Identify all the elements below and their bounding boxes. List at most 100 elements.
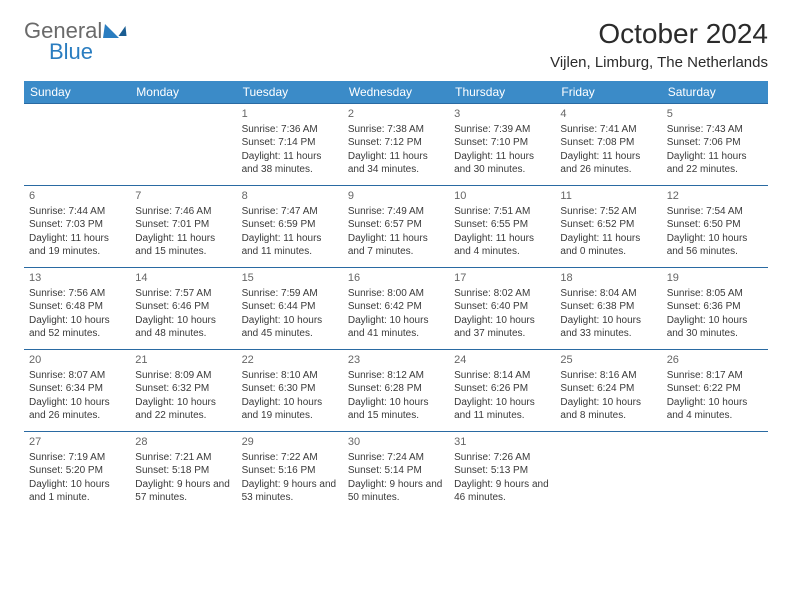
day-number: 27 [29, 435, 125, 450]
day-number: 28 [135, 435, 231, 450]
daylight-text: Daylight: 11 hours and 26 minutes. [560, 150, 656, 177]
day-number: 6 [29, 189, 125, 204]
daylight-text: Daylight: 11 hours and 4 minutes. [454, 232, 550, 259]
daylight-text: Daylight: 9 hours and 50 minutes. [348, 478, 444, 505]
sunset-text: Sunset: 6:22 PM [667, 382, 763, 396]
sunset-text: Sunset: 7:12 PM [348, 136, 444, 150]
sunrise-text: Sunrise: 7:26 AM [454, 451, 550, 465]
calendar-day-cell: 24Sunrise: 8:14 AMSunset: 6:26 PMDayligh… [449, 350, 555, 432]
sunset-text: Sunset: 7:01 PM [135, 218, 231, 232]
sunset-text: Sunset: 6:38 PM [560, 300, 656, 314]
calendar-day-cell: 30Sunrise: 7:24 AMSunset: 5:14 PMDayligh… [343, 432, 449, 514]
calendar-week-row: 13Sunrise: 7:56 AMSunset: 6:48 PMDayligh… [24, 268, 768, 350]
calendar-day-cell: 31Sunrise: 7:26 AMSunset: 5:13 PMDayligh… [449, 432, 555, 514]
calendar-day-cell: 13Sunrise: 7:56 AMSunset: 6:48 PMDayligh… [24, 268, 130, 350]
sunrise-text: Sunrise: 7:21 AM [135, 451, 231, 465]
calendar-day-cell: 27Sunrise: 7:19 AMSunset: 5:20 PMDayligh… [24, 432, 130, 514]
daylight-text: Daylight: 10 hours and 8 minutes. [560, 396, 656, 423]
sunset-text: Sunset: 6:36 PM [667, 300, 763, 314]
sunrise-text: Sunrise: 7:51 AM [454, 205, 550, 219]
sunrise-text: Sunrise: 7:36 AM [242, 123, 338, 137]
calendar-day-cell: 8Sunrise: 7:47 AMSunset: 6:59 PMDaylight… [237, 186, 343, 268]
sunset-text: Sunset: 5:14 PM [348, 464, 444, 478]
calendar-day-cell: 15Sunrise: 7:59 AMSunset: 6:44 PMDayligh… [237, 268, 343, 350]
daylight-text: Daylight: 10 hours and 52 minutes. [29, 314, 125, 341]
day-number: 24 [454, 353, 550, 368]
sunset-text: Sunset: 6:30 PM [242, 382, 338, 396]
calendar-day-cell: 19Sunrise: 8:05 AMSunset: 6:36 PMDayligh… [662, 268, 768, 350]
sunset-text: Sunset: 6:48 PM [29, 300, 125, 314]
sunset-text: Sunset: 6:32 PM [135, 382, 231, 396]
sunrise-text: Sunrise: 7:47 AM [242, 205, 338, 219]
calendar-day-cell: 25Sunrise: 8:16 AMSunset: 6:24 PMDayligh… [555, 350, 661, 432]
sunset-text: Sunset: 6:44 PM [242, 300, 338, 314]
sunrise-text: Sunrise: 7:57 AM [135, 287, 231, 301]
sunset-text: Sunset: 6:57 PM [348, 218, 444, 232]
day-number: 25 [560, 353, 656, 368]
calendar-day-cell [662, 432, 768, 514]
sunrise-text: Sunrise: 7:24 AM [348, 451, 444, 465]
daylight-text: Daylight: 10 hours and 48 minutes. [135, 314, 231, 341]
day-number: 7 [135, 189, 231, 204]
daylight-text: Daylight: 11 hours and 30 minutes. [454, 150, 550, 177]
day-number: 14 [135, 271, 231, 286]
sunset-text: Sunset: 6:55 PM [454, 218, 550, 232]
sunrise-text: Sunrise: 8:00 AM [348, 287, 444, 301]
sunrise-text: Sunrise: 7:43 AM [667, 123, 763, 137]
day-number: 4 [560, 107, 656, 122]
weekday-header: Friday [555, 81, 661, 104]
sunset-text: Sunset: 6:52 PM [560, 218, 656, 232]
sunrise-text: Sunrise: 8:02 AM [454, 287, 550, 301]
daylight-text: Daylight: 10 hours and 41 minutes. [348, 314, 444, 341]
sunset-text: Sunset: 7:14 PM [242, 136, 338, 150]
sunrise-text: Sunrise: 7:46 AM [135, 205, 231, 219]
calendar-day-cell: 26Sunrise: 8:17 AMSunset: 6:22 PMDayligh… [662, 350, 768, 432]
sunrise-text: Sunrise: 7:38 AM [348, 123, 444, 137]
sunset-text: Sunset: 6:24 PM [560, 382, 656, 396]
sunset-text: Sunset: 5:18 PM [135, 464, 231, 478]
daylight-text: Daylight: 11 hours and 19 minutes. [29, 232, 125, 259]
sunrise-text: Sunrise: 7:54 AM [667, 205, 763, 219]
logo-sail-icon [118, 26, 127, 36]
daylight-text: Daylight: 11 hours and 7 minutes. [348, 232, 444, 259]
daylight-text: Daylight: 10 hours and 4 minutes. [667, 396, 763, 423]
calendar-day-cell: 10Sunrise: 7:51 AMSunset: 6:55 PMDayligh… [449, 186, 555, 268]
calendar-page: General Blue October 2024 Vijlen, Limbur… [0, 0, 792, 532]
calendar-week-row: 1Sunrise: 7:36 AMSunset: 7:14 PMDaylight… [24, 104, 768, 186]
sunrise-text: Sunrise: 8:16 AM [560, 369, 656, 383]
sunrise-text: Sunrise: 8:09 AM [135, 369, 231, 383]
daylight-text: Daylight: 10 hours and 1 minute. [29, 478, 125, 505]
sunrise-text: Sunrise: 7:41 AM [560, 123, 656, 137]
day-number: 13 [29, 271, 125, 286]
weekday-header: Saturday [662, 81, 768, 104]
header: General Blue October 2024 Vijlen, Limbur… [24, 18, 768, 71]
calendar-day-cell: 1Sunrise: 7:36 AMSunset: 7:14 PMDaylight… [237, 104, 343, 186]
day-number: 18 [560, 271, 656, 286]
sunrise-text: Sunrise: 7:44 AM [29, 205, 125, 219]
sunset-text: Sunset: 6:42 PM [348, 300, 444, 314]
calendar-day-cell: 23Sunrise: 8:12 AMSunset: 6:28 PMDayligh… [343, 350, 449, 432]
calendar-day-cell: 3Sunrise: 7:39 AMSunset: 7:10 PMDaylight… [449, 104, 555, 186]
day-number: 10 [454, 189, 550, 204]
day-number: 2 [348, 107, 444, 122]
sunrise-text: Sunrise: 8:05 AM [667, 287, 763, 301]
calendar-week-row: 6Sunrise: 7:44 AMSunset: 7:03 PMDaylight… [24, 186, 768, 268]
calendar-day-cell: 5Sunrise: 7:43 AMSunset: 7:06 PMDaylight… [662, 104, 768, 186]
sunset-text: Sunset: 6:28 PM [348, 382, 444, 396]
daylight-text: Daylight: 10 hours and 22 minutes. [135, 396, 231, 423]
sunrise-text: Sunrise: 8:12 AM [348, 369, 444, 383]
daylight-text: Daylight: 11 hours and 22 minutes. [667, 150, 763, 177]
location: Vijlen, Limburg, The Netherlands [550, 54, 768, 71]
daylight-text: Daylight: 11 hours and 38 minutes. [242, 150, 338, 177]
calendar-table: Sunday Monday Tuesday Wednesday Thursday… [24, 81, 768, 514]
daylight-text: Daylight: 10 hours and 56 minutes. [667, 232, 763, 259]
daylight-text: Daylight: 10 hours and 15 minutes. [348, 396, 444, 423]
sunset-text: Sunset: 5:13 PM [454, 464, 550, 478]
day-number: 16 [348, 271, 444, 286]
sunrise-text: Sunrise: 7:56 AM [29, 287, 125, 301]
daylight-text: Daylight: 10 hours and 19 minutes. [242, 396, 338, 423]
calendar-day-cell: 11Sunrise: 7:52 AMSunset: 6:52 PMDayligh… [555, 186, 661, 268]
daylight-text: Daylight: 11 hours and 34 minutes. [348, 150, 444, 177]
sunrise-text: Sunrise: 7:39 AM [454, 123, 550, 137]
day-number: 31 [454, 435, 550, 450]
